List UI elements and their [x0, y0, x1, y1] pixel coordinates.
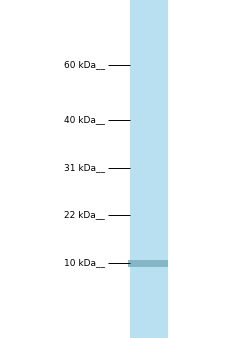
Bar	[130, 0, 168, 338]
Text: 22 kDa__: 22 kDa__	[64, 211, 105, 219]
Text: 40 kDa__: 40 kDa__	[64, 116, 105, 124]
Bar	[128, 260, 168, 266]
Text: 31 kDa__: 31 kDa__	[64, 164, 105, 172]
Text: 60 kDa__: 60 kDa__	[64, 61, 105, 70]
Text: 10 kDa__: 10 kDa__	[64, 259, 105, 267]
